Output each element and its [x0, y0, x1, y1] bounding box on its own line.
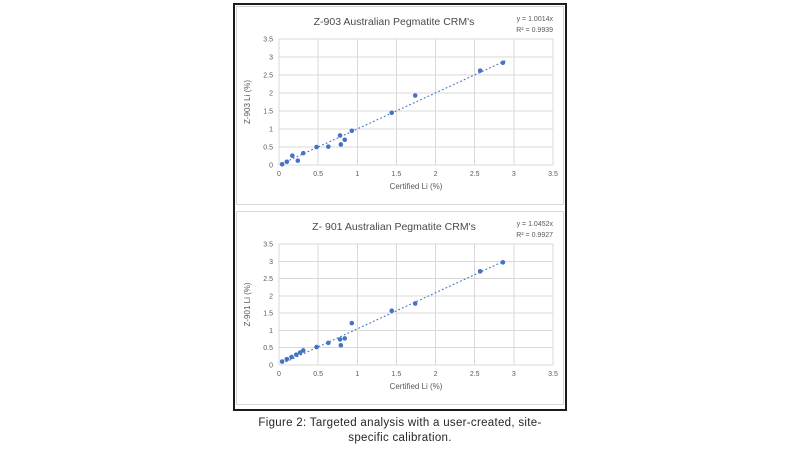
- data-point: [279, 359, 285, 364]
- data-point: [300, 150, 306, 156]
- svg-text:2: 2: [269, 91, 273, 98]
- data-point: [477, 269, 483, 274]
- x-tick-labels: 0 0.5 1 1.5 2 2.5 3 3.5: [277, 171, 558, 178]
- svg-text:2: 2: [434, 371, 438, 378]
- data-point: [289, 354, 294, 360]
- data-point: [284, 356, 290, 362]
- x-axis-title: Certified Li (%): [390, 182, 443, 191]
- data-point: [279, 161, 285, 167]
- r-squared-value: R² = 0.9939: [516, 27, 553, 34]
- svg-text:2.5: 2.5: [263, 73, 273, 80]
- svg-text:0.5: 0.5: [313, 371, 323, 378]
- chart-title: Z-903 Australian Pegmatite CRM's: [314, 16, 475, 28]
- svg-text:2.5: 2.5: [470, 171, 480, 178]
- scatter-chart-svg: 0 0.5 1 1.5 2 2.5 3 3.5 0 0.5 1 1.5 2 2.5 3 3.5 Z- 901 A…: [243, 221, 558, 391]
- svg-text:1.5: 1.5: [392, 371, 402, 378]
- gridlines: [278, 38, 554, 166]
- gridlines: [278, 243, 554, 366]
- data-point: [349, 320, 355, 326]
- data-points: [279, 260, 506, 364]
- svg-text:1.5: 1.5: [392, 171, 402, 178]
- data-point: [349, 128, 355, 134]
- data-point: [500, 60, 506, 66]
- data-point: [300, 348, 306, 353]
- scatter-chart-svg: 0 0.5 1 1.5 2 2.5 3 3.5 0 0.5 1 1.5 2 2.5 3 3.5 Z-903 Au…: [243, 16, 558, 191]
- figure-caption: Figure 2: Targeted analysis with a user-…: [0, 416, 800, 445]
- svg-text:3: 3: [512, 371, 516, 378]
- trendline-equation: y = 1.0452x: [517, 221, 554, 228]
- svg-text:3: 3: [269, 55, 273, 62]
- chart-z901-australian-pegmatite: 0 0.5 1 1.5 2 2.5 3 3.5 0 0.5 1 1.5 2 2.5 3 3.5 Z- 901 A…: [236, 211, 564, 405]
- figure-frame: 0 0.5 1 1.5 2 2.5 3 3.5 0 0.5 1 1.5 2 2.5 3 3.5 Z-903 Au…: [233, 3, 567, 411]
- svg-text:2: 2: [269, 293, 273, 300]
- svg-text:1.5: 1.5: [263, 311, 273, 318]
- y-tick-labels: 0 0.5 1 1.5 2 2.5 3 3.5: [263, 242, 273, 370]
- data-point: [337, 337, 343, 342]
- data-points: [279, 60, 506, 167]
- data-point: [412, 301, 418, 306]
- data-point: [500, 260, 506, 265]
- svg-text:0.5: 0.5: [313, 171, 323, 178]
- data-point: [314, 144, 319, 150]
- r-squared-value: R² = 0.9927: [516, 232, 553, 239]
- svg-text:2: 2: [434, 171, 438, 178]
- data-point: [314, 344, 319, 350]
- data-point: [326, 340, 331, 346]
- x-axis-title: Certified Li (%): [390, 382, 443, 391]
- svg-text:1: 1: [269, 328, 273, 335]
- chart-z903-australian-pegmatite: 0 0.5 1 1.5 2 2.5 3 3.5 0 0.5 1 1.5 2 2.5 3 3.5 Z-903 Au…: [236, 6, 564, 205]
- data-point: [389, 110, 395, 116]
- chart-title: Z- 901 Australian Pegmatite CRM's: [312, 221, 476, 233]
- data-point: [293, 352, 299, 357]
- svg-text:3.5: 3.5: [548, 371, 558, 378]
- svg-text:1: 1: [355, 371, 359, 378]
- svg-text:1: 1: [269, 127, 273, 134]
- svg-text:2.5: 2.5: [470, 371, 480, 378]
- data-point: [342, 336, 348, 341]
- x-tick-labels: 0 0.5 1 1.5 2 2.5 3 3.5: [277, 371, 558, 378]
- svg-text:0: 0: [269, 363, 273, 370]
- y-axis-title: Z-903 Li (%): [243, 80, 252, 124]
- svg-text:0: 0: [277, 371, 281, 378]
- data-point: [284, 159, 290, 165]
- y-axis-title: Z-901 Li (%): [243, 282, 252, 326]
- svg-text:3.5: 3.5: [263, 37, 273, 44]
- figure-caption-line1: Figure 2: Targeted analysis with a user-…: [258, 417, 542, 429]
- svg-text:3.5: 3.5: [263, 242, 273, 249]
- data-point: [338, 142, 344, 147]
- svg-text:0.5: 0.5: [263, 345, 273, 352]
- data-point: [342, 137, 348, 143]
- svg-text:0: 0: [269, 163, 273, 170]
- svg-text:3: 3: [512, 171, 516, 178]
- svg-text:2.5: 2.5: [263, 276, 273, 283]
- svg-text:1: 1: [355, 171, 359, 178]
- trendline: [281, 59, 507, 165]
- figure-caption-line2: specific calibration.: [348, 431, 452, 444]
- svg-text:3: 3: [269, 259, 273, 266]
- svg-text:3.5: 3.5: [548, 171, 558, 178]
- data-point: [338, 342, 344, 348]
- data-point: [389, 308, 395, 314]
- svg-text:1.5: 1.5: [263, 109, 273, 116]
- data-point: [412, 93, 418, 98]
- trendline-equation: y = 1.0014x: [517, 16, 554, 23]
- data-point: [290, 153, 295, 158]
- data-point: [295, 158, 301, 163]
- svg-text:0.5: 0.5: [263, 145, 273, 152]
- data-point: [477, 68, 483, 73]
- y-tick-labels: 0 0.5 1 1.5 2 2.5 3 3.5: [263, 37, 273, 170]
- svg-text:0: 0: [277, 171, 281, 178]
- data-point: [337, 133, 343, 138]
- data-point: [326, 144, 331, 149]
- trendline: [281, 260, 505, 365]
